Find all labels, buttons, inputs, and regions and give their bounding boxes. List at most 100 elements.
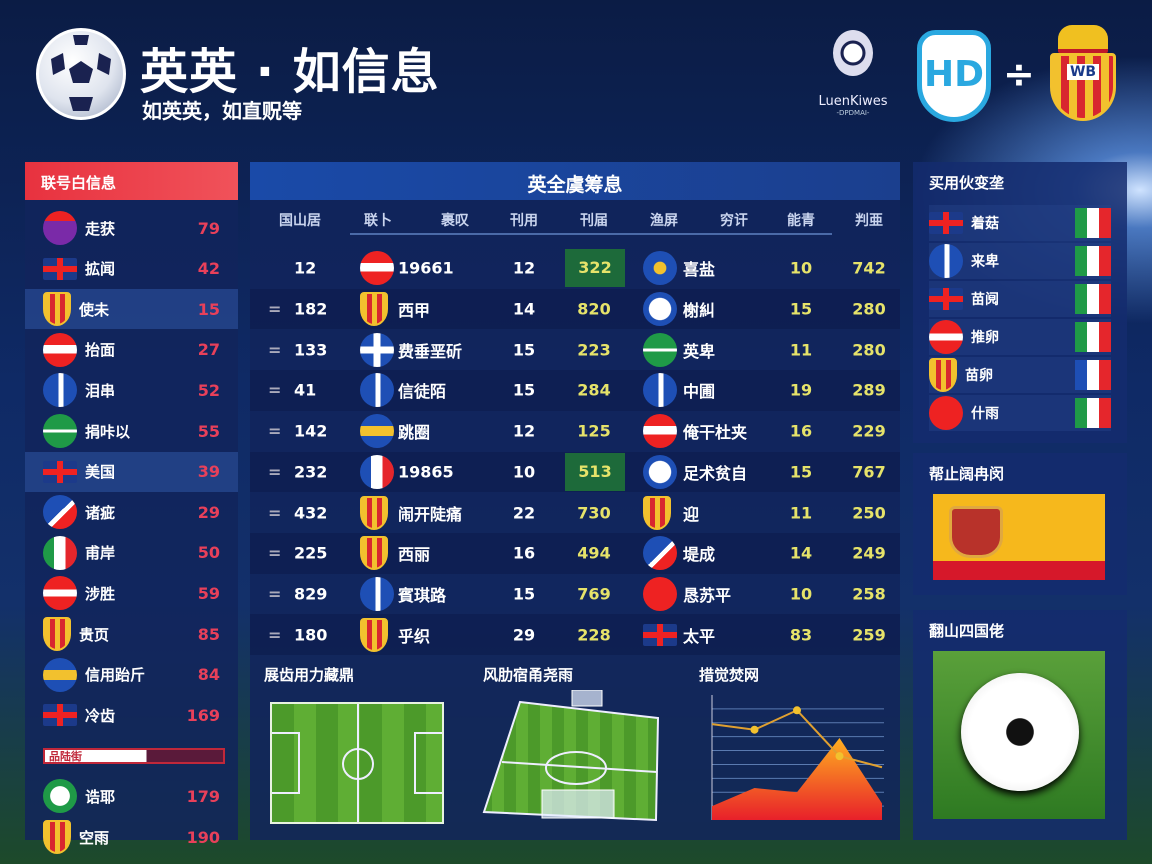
trend-chart (711, 695, 884, 820)
circle-blue-white-icon (643, 373, 677, 408)
standings-row[interactable]: 12 19661 12 322 喜盐 10 742 (250, 248, 900, 289)
team-list-item[interactable]: 走获 79 (25, 208, 238, 248)
home-team-name: 费垂垩斫 (398, 341, 463, 361)
shield-icon (43, 292, 71, 327)
circle-green-white-icon (43, 779, 77, 814)
team-list-item[interactable]: 甫岸 50 (25, 533, 238, 573)
standings-row[interactable]: = 182 西甲 14 820 榭糾 15 280 (250, 288, 900, 330)
right-list-item[interactable]: 着菇 (929, 205, 1111, 241)
played-value: 29 (512, 625, 536, 645)
shield-icon (360, 495, 388, 530)
line-point (835, 752, 844, 761)
home-team-name: 賓琪路 (398, 585, 447, 605)
item-name: 苗阋 (971, 292, 999, 308)
right-list-item[interactable]: 推卵 (929, 319, 1111, 355)
shield-icon (360, 617, 388, 652)
item-name: 来卑 (971, 254, 999, 270)
played-value: 14 (512, 299, 536, 319)
stat-value: 11 (789, 503, 813, 523)
points-value: 322 (565, 249, 625, 288)
standings-row[interactable]: = 432 闹开陡痛 22 730 迎 11 250 (250, 492, 900, 533)
standings-row[interactable]: = 225 西丽 16 494 堤成 14 249 (250, 532, 900, 574)
right-list-item[interactable]: 苗阋 (929, 281, 1111, 317)
standings-row[interactable]: = 41 信徒陌 15 284 中圃 19 289 (250, 370, 900, 411)
team-name: 甫岸 (85, 544, 116, 563)
home-team-name: 信徒陌 (398, 382, 447, 402)
team-list-item[interactable]: 信用跆斤 84 (25, 655, 238, 695)
team-list-item[interactable]: 使未 15 (25, 289, 238, 330)
circle-china-icon (643, 576, 677, 611)
column-header: 国山居 (279, 213, 321, 229)
column-header: 能青 (787, 213, 815, 229)
team-list-item[interactable]: 抬面 27 (25, 330, 238, 370)
flag-uk-icon (43, 460, 77, 483)
right-list-item[interactable]: 什雨 (929, 395, 1111, 431)
standings-row[interactable]: = 232 19865 10 513 足术贫自 15 767 (250, 451, 900, 493)
stat-value: 19 (789, 380, 813, 400)
team-list-item[interactable]: 空雨 190 (25, 817, 238, 857)
shield-icon (43, 820, 71, 854)
rank-value: 180 (294, 625, 328, 645)
team-list-item[interactable]: 诰耶 179 (25, 776, 238, 816)
shield-icon (360, 536, 388, 571)
shield-icon (643, 495, 671, 530)
rank-value: 829 (294, 584, 328, 604)
circle-red-white-icon (360, 251, 394, 286)
team-name: 信用跆斤 (85, 666, 146, 685)
team-list-item[interactable]: 捐咔以 55 (25, 411, 238, 451)
circle-purple-icon (43, 211, 77, 245)
stat-value: 259 (852, 625, 886, 645)
bar-icon (43, 747, 225, 764)
away-team-name: 恳苏平 (683, 585, 732, 605)
flag-italy-icon (43, 535, 77, 570)
home-team-name: 跳圈 (398, 423, 431, 443)
points-value: 223 (577, 340, 611, 360)
rank-change-mark: = (268, 625, 282, 645)
standings-row[interactable]: = 142 跳圈 12 125 俺干杜夹 16 229 (250, 411, 900, 452)
points-value: 513 (565, 452, 625, 491)
section-title-pitch-2: 风肋宿甬尧雨 (483, 666, 574, 684)
standings-title: 英全虞筹息 (250, 162, 900, 200)
team-list-item[interactable]: 泪串 52 (25, 370, 238, 410)
circle-white-blue-icon (643, 292, 677, 327)
team-value: 42 (197, 259, 220, 279)
points-value: 769 (577, 584, 611, 604)
points-value: 730 (577, 503, 611, 523)
circle-french-icon (360, 454, 394, 489)
standings-row[interactable]: = 829 賓琪路 15 769 恳苏平 10 258 (250, 574, 900, 615)
team-list-item[interactable]: 美国 39 (25, 451, 238, 492)
item-name: 苗卵 (965, 368, 993, 384)
team-list-item[interactable]: 涉胜 59 (25, 573, 238, 613)
right-list-item[interactable]: 苗卵 (929, 357, 1111, 393)
column-header: 刊用 (510, 213, 538, 229)
team-name: 走获 (85, 219, 116, 238)
team-list-item[interactable]: 诸疵 29 (25, 492, 238, 532)
team-name: 空雨 (79, 828, 110, 847)
right-box-1: 买用伙变垄 着菇来卑苗阋推卵苗卵什雨 (913, 162, 1127, 443)
circle-china-icon (929, 396, 963, 430)
standings-row[interactable]: = 133 费垂垩斫 15 223 英卑 11 280 (250, 329, 900, 370)
circle-blue-red-icon (643, 536, 677, 571)
team-list-item[interactable]: 品陆街 (25, 736, 238, 776)
played-value: 15 (512, 340, 536, 360)
team-list-item[interactable]: 贵页 85 (25, 614, 238, 654)
rank-change-mark: = (268, 462, 282, 482)
ball-icon (833, 30, 873, 76)
played-value: 10 (512, 462, 536, 482)
team-name: 拡闻 (85, 260, 116, 279)
team-list-item[interactable]: 冷齿 169 (25, 695, 238, 735)
stat-value: 16 (789, 421, 813, 441)
points-value: 494 (577, 543, 611, 563)
team-value: 79 (197, 218, 220, 238)
rank-change-mark: = (268, 340, 282, 360)
team-value: 59 (197, 583, 220, 603)
team-list-item[interactable]: 拡闻 42 (25, 249, 238, 289)
rank-value: 41 (294, 380, 317, 400)
standings-row[interactable]: = 180 乎织 29 228 太平 83 259 (250, 614, 900, 655)
right-list-item[interactable]: 来卑 (929, 243, 1111, 279)
team-name: 使未 (79, 300, 110, 319)
stat-value: 258 (852, 584, 886, 604)
column-header: 判亜 (855, 213, 883, 229)
column-header: 渔屏 (650, 213, 678, 229)
right-box-1-title: 买用伙变垄 (929, 174, 1005, 192)
